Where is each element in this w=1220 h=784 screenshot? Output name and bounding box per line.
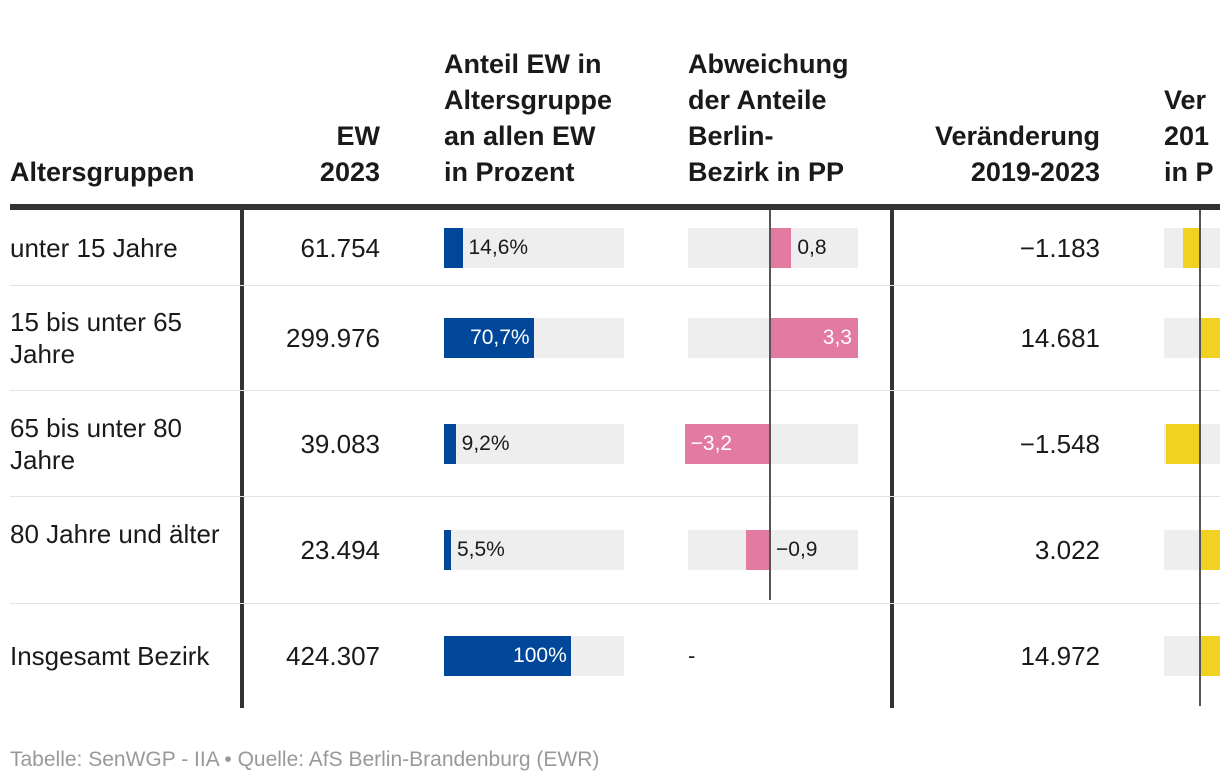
deviation-bar	[770, 318, 858, 358]
header-altersgruppen: Altersgruppen	[10, 157, 195, 187]
deviation-bar-track: −3,2	[684, 424, 858, 464]
deviation-bar-label: 3,3	[822, 326, 852, 349]
deviation-bar-label: −3,2	[690, 432, 733, 455]
row-separator	[10, 496, 1220, 497]
share-bar-label: 5,5%	[456, 538, 505, 561]
row-separator	[10, 285, 1220, 286]
change-pct-bar	[1165, 424, 1200, 464]
share-bar-track: 100%	[444, 636, 624, 676]
cell-ew-2023: 23.494	[300, 535, 380, 565]
share-bar-label: 14,6%	[468, 236, 529, 259]
share-bar-track: 5,5%	[444, 530, 624, 570]
deviation-bar	[746, 530, 770, 570]
change-pct-zero-line	[1199, 210, 1201, 706]
deviation-bar	[770, 228, 792, 268]
cell-ew-2023: 61.754	[300, 233, 380, 263]
header-veraenderung-pct: Ver 201 in P	[1164, 85, 1214, 187]
header-ew-2023: EW 2023	[319, 121, 380, 187]
share-bar-label: 100%	[513, 644, 567, 667]
share-bar	[444, 424, 456, 464]
cell-veraenderung: 14.681	[1020, 323, 1100, 353]
change-pct-bar-track	[1164, 530, 1220, 570]
deviation-zero-line	[769, 210, 771, 600]
deviation-bar-label: −0,9	[776, 538, 818, 561]
deviation-empty: -	[688, 643, 696, 668]
header-veraenderung: Veränderung 2019-2023	[934, 121, 1100, 187]
deviation-bar	[684, 424, 770, 464]
share-bar	[444, 636, 571, 676]
share-bar-label: 9,2%	[461, 432, 510, 455]
cell-veraenderung: 14.972	[1020, 641, 1100, 671]
row-separator	[10, 390, 1220, 391]
cell-altersgruppe: 65 bis unter 80 Jahre	[10, 413, 183, 475]
change-pct-bar	[1200, 530, 1220, 570]
cell-ew-2023: 424.307	[286, 641, 380, 671]
change-pct-bar	[1200, 318, 1220, 358]
cell-veraenderung: −1.183	[1019, 233, 1100, 263]
deviation-bar-track: −0,9	[688, 530, 858, 570]
cell-ew-2023: 299.976	[286, 323, 380, 353]
change-pct-bar-track	[1164, 636, 1220, 676]
source-note: Tabelle: SenWGP - IIA • Quelle: AfS Berl…	[10, 748, 600, 771]
share-bar-track: 14,6%	[444, 228, 624, 268]
share-bar-track: 70,7%	[444, 318, 624, 358]
share-bar	[444, 228, 463, 268]
column-divider-left	[240, 210, 244, 708]
change-pct-bar-track	[1164, 424, 1220, 464]
header-abweichung: Abweichung der Anteile Berlin- Bezirk in…	[688, 49, 849, 187]
deviation-bar-label: 0,8	[797, 236, 827, 259]
share-bar-label: 70,7%	[470, 326, 530, 349]
cell-altersgruppe: 80 Jahre und älter	[10, 519, 220, 549]
column-divider-middle	[890, 210, 894, 708]
header-anteil: Anteil EW in Altersgruppe an allen EW in…	[444, 49, 613, 187]
cell-altersgruppe: unter 15 Jahre	[10, 233, 178, 263]
share-bar	[444, 318, 534, 358]
share-bar	[444, 530, 451, 570]
cell-veraenderung: −1.548	[1019, 429, 1100, 459]
change-pct-bar-track	[1164, 228, 1220, 268]
cell-veraenderung: 3.022	[1034, 535, 1100, 565]
cell-altersgruppe: 15 bis unter 65 Jahre	[10, 307, 183, 369]
cell-altersgruppe: Insgesamt Bezirk	[10, 641, 210, 671]
deviation-bar-track: 0,8	[688, 228, 858, 268]
change-pct-bar-track	[1164, 318, 1220, 358]
cell-ew-2023: 39.083	[300, 429, 380, 459]
change-pct-bar	[1200, 636, 1220, 676]
change-pct-bar	[1182, 228, 1200, 268]
share-bar-track: 9,2%	[444, 424, 624, 464]
header-rule	[10, 204, 1220, 210]
deviation-bar-track: 3,3	[688, 318, 858, 358]
row-separator	[10, 603, 1220, 604]
